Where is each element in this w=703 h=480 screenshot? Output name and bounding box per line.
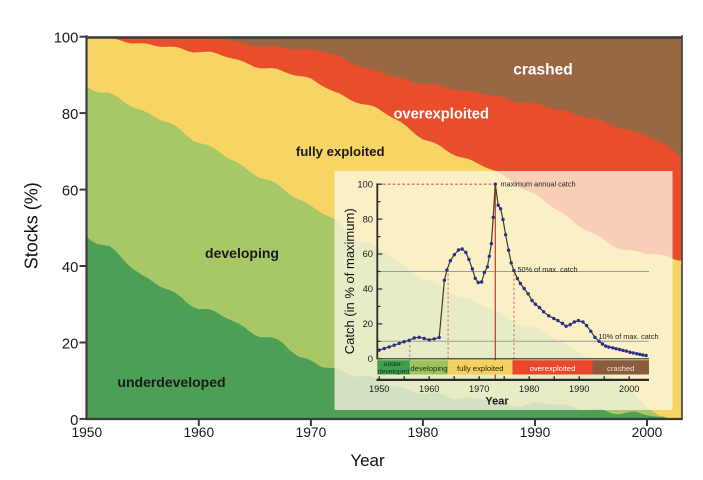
svg-text:1960: 1960 [183, 425, 214, 440]
svg-text:1970: 1970 [469, 384, 489, 394]
svg-text:1970: 1970 [296, 425, 327, 440]
svg-text:100: 100 [357, 178, 373, 189]
svg-text:developing: developing [410, 364, 447, 373]
svg-text:40: 40 [363, 283, 373, 294]
svg-text:Year: Year [485, 396, 509, 408]
svg-text:overexploited: overexploited [530, 364, 576, 373]
svg-text:developing: developing [205, 245, 279, 261]
svg-text:50% of max. catch: 50% of max. catch [518, 265, 578, 274]
svg-text:crashed: crashed [607, 364, 634, 373]
svg-text:1950: 1950 [71, 425, 102, 440]
svg-text:1990: 1990 [520, 425, 551, 440]
svg-text:underdeveloped: underdeveloped [117, 374, 225, 390]
svg-text:20: 20 [363, 318, 373, 329]
svg-text:1990: 1990 [569, 384, 589, 394]
svg-text:0: 0 [70, 413, 78, 429]
svg-text:80: 80 [363, 213, 373, 224]
svg-text:2000: 2000 [619, 384, 639, 394]
svg-text:1950: 1950 [369, 384, 389, 394]
svg-text:fully exploited: fully exploited [457, 364, 504, 373]
svg-text:maximum annual catch: maximum annual catch [501, 180, 576, 189]
svg-text:0: 0 [368, 353, 373, 364]
svg-text:10% of max. catch: 10% of max. catch [599, 332, 659, 341]
svg-text:crashed: crashed [513, 62, 572, 79]
svg-text:40: 40 [62, 260, 78, 276]
svg-text:100: 100 [54, 31, 79, 47]
svg-text:1960: 1960 [419, 384, 439, 394]
svg-text:under-: under- [384, 361, 404, 368]
svg-text:overexploited: overexploited [393, 107, 489, 123]
svg-text:Catch (in % of maximum): Catch (in % of maximum) [342, 208, 357, 354]
svg-text:Stocks (%): Stocks (%) [22, 182, 42, 269]
svg-text:1980: 1980 [519, 384, 539, 394]
svg-text:fully exploited: fully exploited [296, 144, 385, 159]
svg-text:2000: 2000 [632, 425, 663, 440]
svg-text:Year: Year [350, 451, 385, 470]
svg-text:20: 20 [62, 336, 78, 352]
svg-text:60: 60 [62, 184, 78, 200]
svg-text:80: 80 [62, 107, 78, 123]
svg-text:developed: developed [378, 368, 410, 375]
svg-text:1980: 1980 [408, 425, 439, 440]
svg-text:60: 60 [363, 248, 373, 259]
